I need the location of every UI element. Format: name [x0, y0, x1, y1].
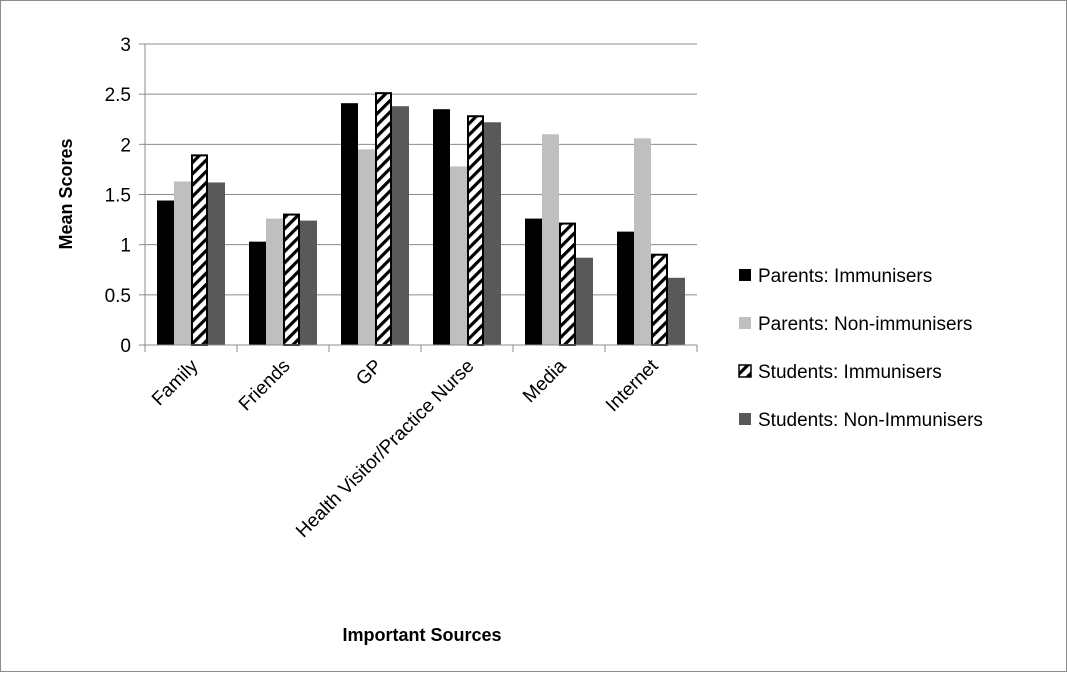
y-tick-label: 2.5	[105, 85, 131, 106]
legend-swatch	[739, 317, 751, 329]
bar	[266, 218, 283, 345]
y-axis-title: Mean Scores	[56, 138, 76, 249]
x-axis-title: Important Sources	[342, 625, 501, 645]
bar	[634, 138, 651, 345]
x-tick-label: Family	[148, 355, 203, 410]
bar	[467, 115, 484, 346]
legend-label: Students: Non-Immunisers	[758, 410, 983, 431]
legend: Parents: Immunisers Parents: Non-immunise…	[738, 266, 983, 431]
x-tick-label: Media	[519, 355, 571, 407]
legend-label: Students: Immunisers	[758, 362, 942, 383]
legend-swatch	[738, 364, 752, 378]
legend-label: Parents: Immunisers	[758, 266, 932, 287]
x-tick-label: Health Visitor/Practice Nurse	[292, 356, 478, 542]
bar	[392, 106, 409, 345]
axes	[139, 43, 698, 352]
bar	[617, 231, 634, 345]
y-tick-label: 0	[120, 336, 131, 357]
bar	[375, 92, 392, 346]
bar	[559, 222, 576, 347]
bar	[358, 149, 375, 345]
x-tick-label: Internet	[602, 355, 663, 416]
bar	[191, 154, 208, 346]
bar	[249, 241, 266, 345]
bar	[450, 166, 467, 345]
legend-swatch	[739, 269, 751, 281]
bar	[341, 103, 358, 346]
x-tick-label: GP	[352, 356, 386, 390]
legend-swatch	[739, 413, 751, 425]
bar	[174, 181, 191, 345]
y-tick-label: 1	[120, 236, 131, 257]
bars	[157, 92, 685, 347]
bar	[576, 257, 593, 345]
bar	[433, 109, 450, 345]
bar	[208, 182, 225, 345]
bar	[300, 220, 317, 345]
legend-label: Parents: Non-immunisers	[758, 314, 972, 335]
y-tick-label: 1.5	[105, 186, 131, 207]
bar	[525, 218, 542, 345]
bar	[484, 122, 501, 345]
y-tick-label: 2	[120, 135, 131, 156]
bar	[157, 200, 174, 345]
x-tick-label: Friends	[235, 356, 295, 416]
bar	[651, 253, 668, 347]
bar	[283, 213, 300, 346]
gridlines	[145, 43, 697, 296]
bar	[668, 277, 685, 345]
bar	[542, 134, 559, 345]
y-tick-label: 3	[120, 35, 131, 56]
y-tick-label: 0.5	[105, 286, 131, 307]
